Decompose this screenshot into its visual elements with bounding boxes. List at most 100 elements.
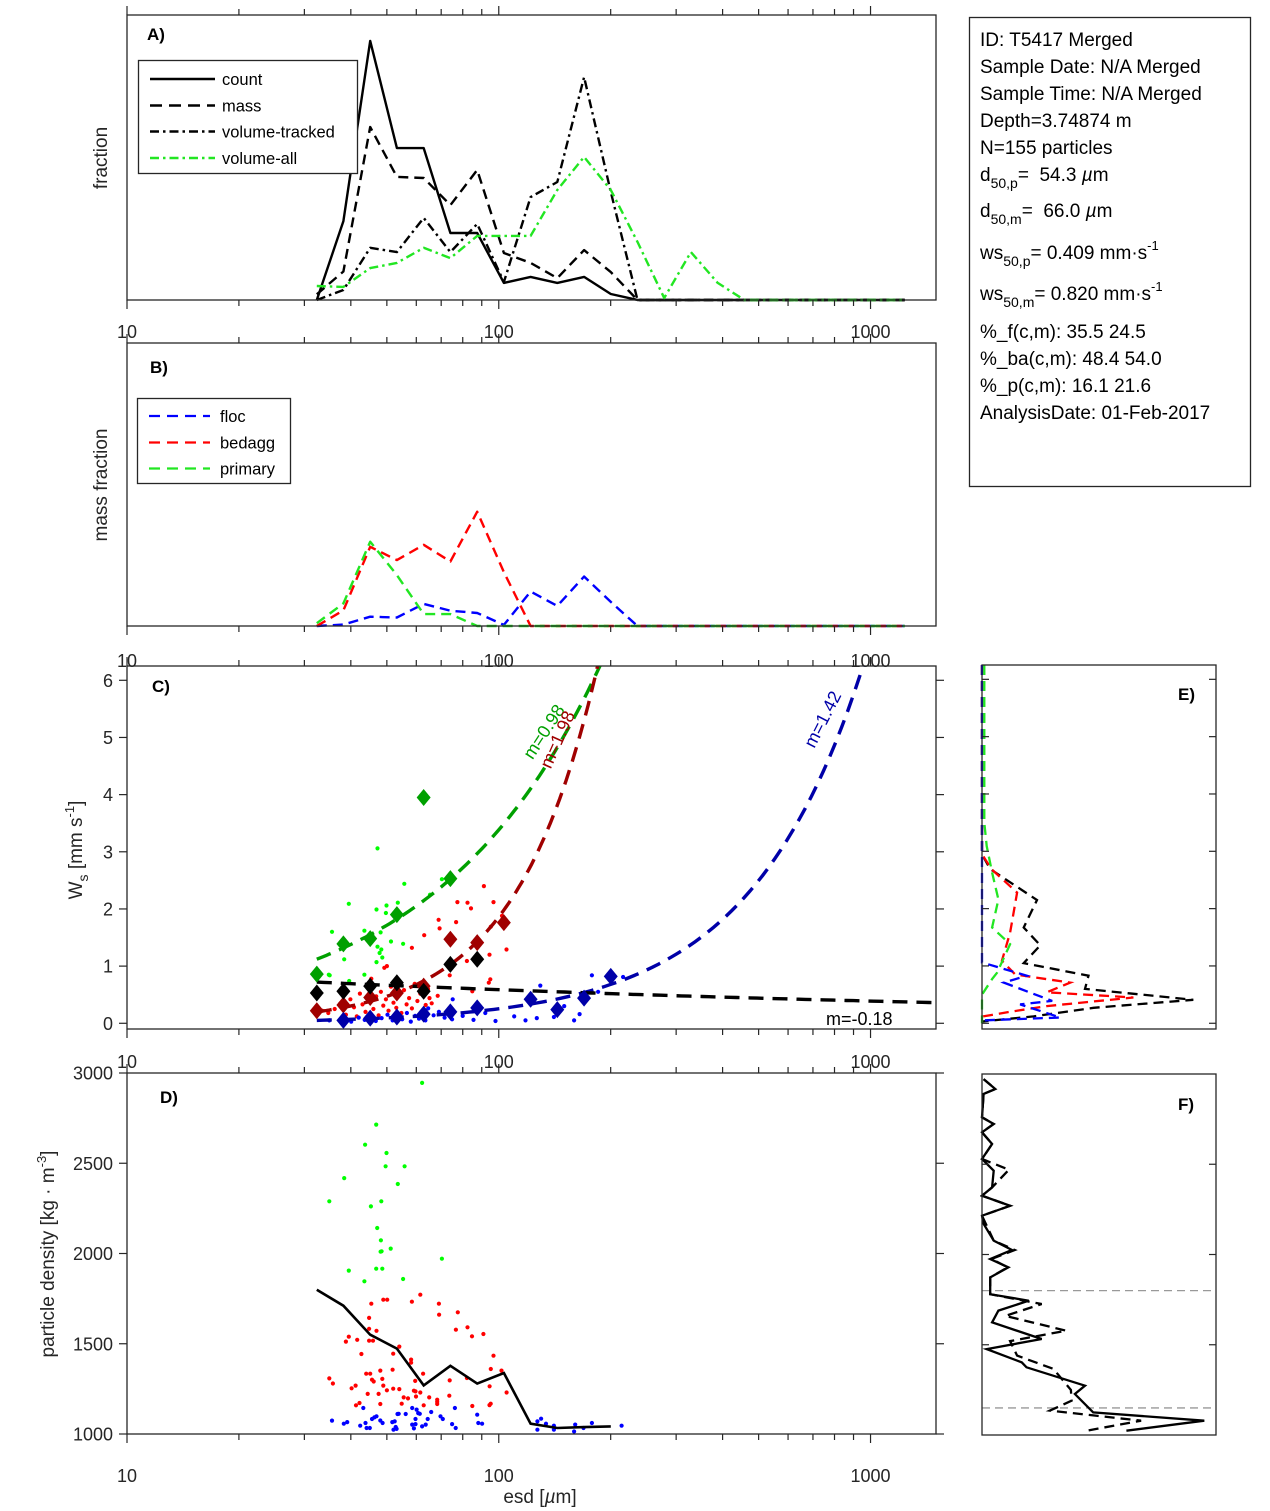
x-tick-label: 100 [484, 322, 514, 342]
bedagg-scatter-point [357, 1400, 362, 1406]
panel-a-label: A) [147, 25, 165, 44]
bedagg-scatter-point [353, 1383, 358, 1388]
floc-scatter-point [329, 1418, 335, 1423]
primary-scatter-point [379, 1199, 384, 1204]
bedagg-scatter-point [332, 1006, 337, 1012]
floc-scatter-point [573, 1422, 578, 1427]
esd-label-mu: µ [544, 1487, 556, 1508]
bedagg-scatter-point [435, 993, 440, 998]
bedagg-scatter-point [365, 1391, 370, 1396]
ws-label-units: [mm s [66, 817, 87, 874]
info-particle-count: N=155 particles [980, 138, 1113, 159]
floc-scatter-point [589, 973, 595, 978]
ws-label-close: ] [66, 801, 87, 806]
bedagg-scatter-point [486, 980, 491, 985]
floc-scatter-point [420, 1424, 425, 1429]
floc-scatter-point [413, 1416, 418, 1422]
legend-label-volume-all: volume-all [222, 150, 297, 168]
density-label-superscript: -3 [34, 1156, 49, 1168]
floc-scatter-point [619, 1423, 624, 1428]
floc-bin-mean-marker [577, 989, 592, 1007]
legend-b: floc bedagg primary [136, 397, 292, 485]
primary-scatter-point [374, 907, 379, 912]
y-tick-label: 2000 [73, 1244, 113, 1264]
bedagg-scatter-point [447, 1393, 452, 1398]
all-bin-mean-marker [336, 982, 351, 1000]
x-tick-label: 10 [117, 1466, 137, 1486]
bedagg-scatter-point [353, 1403, 359, 1408]
bedagg-scatter-point [390, 1367, 395, 1372]
info-pct-primary: %_p(c,m): 16.1 21.6 [980, 376, 1151, 397]
panel-b-y-axis-label: mass fraction [91, 429, 112, 542]
bedagg-scatter-point [413, 1394, 419, 1399]
primary-scatter-point [375, 1225, 380, 1231]
primary-scatter-point [388, 939, 394, 944]
d50m-mu: µ [1085, 201, 1097, 222]
floc-scatter-point [589, 1420, 595, 1426]
floc-scatter-point [367, 1425, 372, 1431]
primary-bin-mean-marker [336, 935, 351, 953]
bedagg-scatter-point [384, 1388, 389, 1393]
primary-scatter-point [342, 957, 347, 962]
bedagg-scatter-point [382, 965, 387, 970]
floc-scatter-point [410, 1422, 415, 1427]
bedagg-scatter-point [435, 1401, 440, 1407]
legend-label-count: count [222, 71, 263, 89]
panel-e-label: E) [1178, 685, 1195, 704]
y-tick-label: 1500 [73, 1334, 113, 1354]
floc-scatter-point [535, 1427, 540, 1432]
primary-bin-mean-marker [389, 906, 404, 924]
primary-scatter-point [420, 1080, 425, 1085]
x-tick-label: 1000 [851, 1052, 891, 1072]
panel-a-y-axis-label: fraction [91, 127, 112, 189]
panel-c-plot-area [309, 666, 936, 1029]
primary-scatter-point [401, 941, 406, 946]
histogram-line-floc [980, 665, 1061, 1022]
floc-scatter-point [471, 1017, 476, 1023]
bedagg-scatter-point [346, 1334, 351, 1339]
bedagg-scatter-point [464, 958, 469, 964]
floc-scatter-point [363, 1420, 368, 1426]
bedagg-scatter-point [376, 1013, 381, 1018]
ws-label-superscript: -1 [62, 806, 77, 818]
bedagg-scatter-point [436, 917, 441, 922]
floc-bin-mean-marker [443, 1003, 458, 1021]
floc-scatter-point [572, 1429, 577, 1434]
bedagg-scatter-point [409, 1299, 414, 1304]
d50m-unit: m [1097, 201, 1113, 222]
bedagg-scatter-point [391, 1000, 396, 1005]
bedagg-scatter-point [413, 1378, 418, 1383]
primary-scatter-point [401, 1276, 406, 1282]
info-sample-date: Sample Date: N/A Merged [980, 57, 1201, 78]
bedagg-scatter-point [399, 1401, 404, 1406]
bedagg-bin-mean-marker [389, 984, 404, 1002]
bedagg-scatter-point [349, 1386, 354, 1391]
ws50m-superscript: -1 [1151, 279, 1163, 294]
bedagg-scatter-point [491, 1353, 496, 1358]
d50m-subscript: 50,m [991, 211, 1022, 227]
bedagg-scatter-point [370, 1338, 376, 1343]
panel-c-axes-frame [126, 665, 937, 1030]
series-line-volume-all [316, 155, 905, 302]
info-ws50-m: ws50,m= 0.820 mm·s-1 [979, 279, 1163, 310]
floc-scatter-point [442, 1015, 447, 1020]
floc-scatter-point [380, 1420, 385, 1426]
panel-a: 10 100 1000 A) fraction count mass volume-… [91, 6, 937, 342]
bedagg-scatter-point [367, 1338, 372, 1343]
panel-b-label: B) [150, 358, 168, 377]
bedagg-scatter-point [454, 920, 459, 925]
info-sample-time: Sample Time: N/A Merged [980, 84, 1202, 105]
density-label-text: particle density [kg · m [38, 1167, 59, 1357]
floc-bin-mean-marker [470, 999, 485, 1017]
floc-scatter-point [423, 1422, 428, 1427]
bedagg-scatter-point [423, 1002, 428, 1008]
fit-label-all: m=-0.18 [826, 1009, 893, 1029]
d50p-subscript: 50,p [991, 175, 1018, 191]
bedagg-scatter-point [504, 1390, 509, 1395]
bedagg-scatter-point [418, 1292, 423, 1297]
floc-scatter-point [460, 1013, 465, 1019]
panel-f: F) [980, 1073, 1217, 1436]
floc-scatter-point [392, 1419, 397, 1424]
floc-scatter-point [411, 1426, 416, 1431]
bedagg-scatter-point [470, 1403, 475, 1409]
